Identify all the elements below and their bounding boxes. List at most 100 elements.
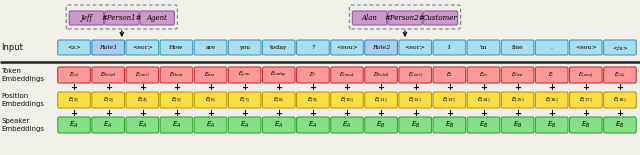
FancyBboxPatch shape (126, 117, 159, 133)
FancyBboxPatch shape (262, 117, 295, 133)
Text: +: + (548, 84, 556, 93)
FancyBboxPatch shape (92, 117, 125, 133)
Text: $E_{[18]}$: $E_{[18]}$ (613, 95, 627, 105)
FancyBboxPatch shape (160, 92, 193, 108)
Text: <eor>: <eor> (132, 45, 153, 50)
FancyBboxPatch shape (194, 92, 227, 108)
FancyBboxPatch shape (536, 67, 568, 83)
FancyBboxPatch shape (228, 40, 261, 55)
Text: +: + (207, 108, 214, 117)
Text: Input: Input (1, 43, 23, 52)
Text: +: + (275, 108, 282, 117)
FancyBboxPatch shape (423, 11, 458, 25)
Text: $E_{?}$: $E_{?}$ (309, 71, 317, 80)
Text: +: + (412, 84, 419, 93)
FancyBboxPatch shape (365, 67, 397, 83)
FancyBboxPatch shape (501, 40, 534, 55)
FancyBboxPatch shape (126, 92, 159, 108)
Text: +: + (514, 108, 521, 117)
FancyBboxPatch shape (296, 67, 329, 83)
Text: $E_{[17]}$: $E_{[17]}$ (579, 95, 593, 105)
FancyBboxPatch shape (467, 117, 500, 133)
Text: $E_{\langle\mathit{s}\rangle}$: $E_{\langle\mathit{s}\rangle}$ (68, 70, 79, 80)
Text: $E_{[13]}$: $E_{[13]}$ (442, 95, 456, 105)
Text: #Person2#: #Person2# (385, 14, 425, 22)
Text: $E_{[9]}$: $E_{[9]}$ (307, 95, 319, 105)
Text: .: . (550, 45, 553, 50)
Text: $E_A$: $E_A$ (172, 120, 181, 130)
Text: $E_{are}$: $E_{are}$ (204, 71, 217, 80)
Text: +: + (344, 84, 351, 93)
Text: $E_B$: $E_B$ (376, 120, 386, 130)
FancyBboxPatch shape (262, 67, 295, 83)
FancyBboxPatch shape (399, 92, 431, 108)
Text: $E_{[6]}$: $E_{[6]}$ (205, 95, 216, 105)
Text: +: + (412, 108, 419, 117)
Text: +: + (582, 108, 589, 117)
Text: +: + (344, 108, 351, 117)
Text: Speaker
Embeddings: Speaker Embeddings (1, 118, 44, 132)
FancyBboxPatch shape (228, 117, 261, 133)
Text: $E_B$: $E_B$ (479, 120, 488, 130)
Text: I: I (448, 45, 451, 50)
Text: $E_{\langle\mathit{/s}\rangle}$: $E_{\langle\mathit{/s}\rangle}$ (614, 70, 626, 80)
Text: $E_A$: $E_A$ (342, 120, 352, 130)
FancyBboxPatch shape (262, 92, 295, 108)
Text: you: you (239, 45, 250, 50)
Text: $E_{[10]}$: $E_{[10]}$ (340, 95, 354, 105)
Text: Jeff: Jeff (81, 14, 93, 22)
Text: $E_{m}$: $E_{m}$ (479, 71, 488, 80)
Text: Alan: Alan (362, 14, 378, 22)
Text: $E_B$: $E_B$ (410, 120, 420, 130)
Text: +: + (616, 108, 623, 117)
Text: <s>: <s> (67, 45, 81, 50)
FancyBboxPatch shape (399, 40, 431, 55)
Text: 'm: 'm (480, 45, 487, 50)
FancyBboxPatch shape (570, 117, 602, 133)
Text: +: + (582, 84, 589, 93)
Text: +: + (446, 84, 453, 93)
Text: today: today (270, 45, 287, 50)
FancyBboxPatch shape (296, 117, 329, 133)
FancyBboxPatch shape (194, 40, 227, 55)
Text: Role1: Role1 (99, 45, 117, 50)
FancyBboxPatch shape (58, 92, 90, 108)
FancyBboxPatch shape (58, 40, 90, 55)
Text: +: + (70, 108, 77, 117)
FancyBboxPatch shape (69, 11, 104, 25)
FancyBboxPatch shape (467, 92, 500, 108)
FancyBboxPatch shape (501, 67, 534, 83)
Text: +: + (207, 84, 214, 93)
FancyBboxPatch shape (399, 67, 431, 83)
Text: $E_B$: $E_B$ (513, 120, 522, 130)
Text: $E_B$: $E_B$ (445, 120, 454, 130)
Text: $E_{Role1}$: $E_{Role1}$ (100, 71, 116, 80)
Text: $E_{[16]}$: $E_{[16]}$ (545, 95, 559, 105)
Text: +: + (105, 108, 111, 117)
Text: $E_{[4]}$: $E_{[4]}$ (137, 95, 148, 105)
FancyBboxPatch shape (433, 40, 466, 55)
Text: +: + (105, 84, 111, 93)
FancyBboxPatch shape (604, 67, 636, 83)
FancyBboxPatch shape (194, 67, 227, 83)
Text: Role2: Role2 (372, 45, 390, 50)
FancyBboxPatch shape (433, 67, 466, 83)
Text: $E_A$: $E_A$ (240, 120, 250, 130)
Text: $E_{\langle\mathit{eor}\rangle}$: $E_{\langle\mathit{eor}\rangle}$ (134, 70, 150, 80)
Text: +: + (378, 84, 385, 93)
FancyBboxPatch shape (58, 67, 90, 83)
Text: +: + (309, 108, 316, 117)
Text: $E_B$: $E_B$ (615, 120, 625, 130)
Text: </s>: </s> (612, 45, 628, 50)
FancyBboxPatch shape (58, 117, 90, 133)
FancyBboxPatch shape (228, 67, 261, 83)
Text: Token
Embeddings: Token Embeddings (1, 68, 44, 82)
FancyBboxPatch shape (570, 92, 602, 108)
Text: $E_{[2]}$: $E_{[2]}$ (68, 95, 79, 105)
Text: +: + (70, 84, 77, 93)
FancyBboxPatch shape (126, 67, 159, 83)
Text: +: + (173, 84, 180, 93)
FancyBboxPatch shape (433, 117, 466, 133)
Text: $E_B$: $E_B$ (581, 120, 591, 130)
Text: $E_{[11]}$: $E_{[11]}$ (374, 95, 388, 105)
